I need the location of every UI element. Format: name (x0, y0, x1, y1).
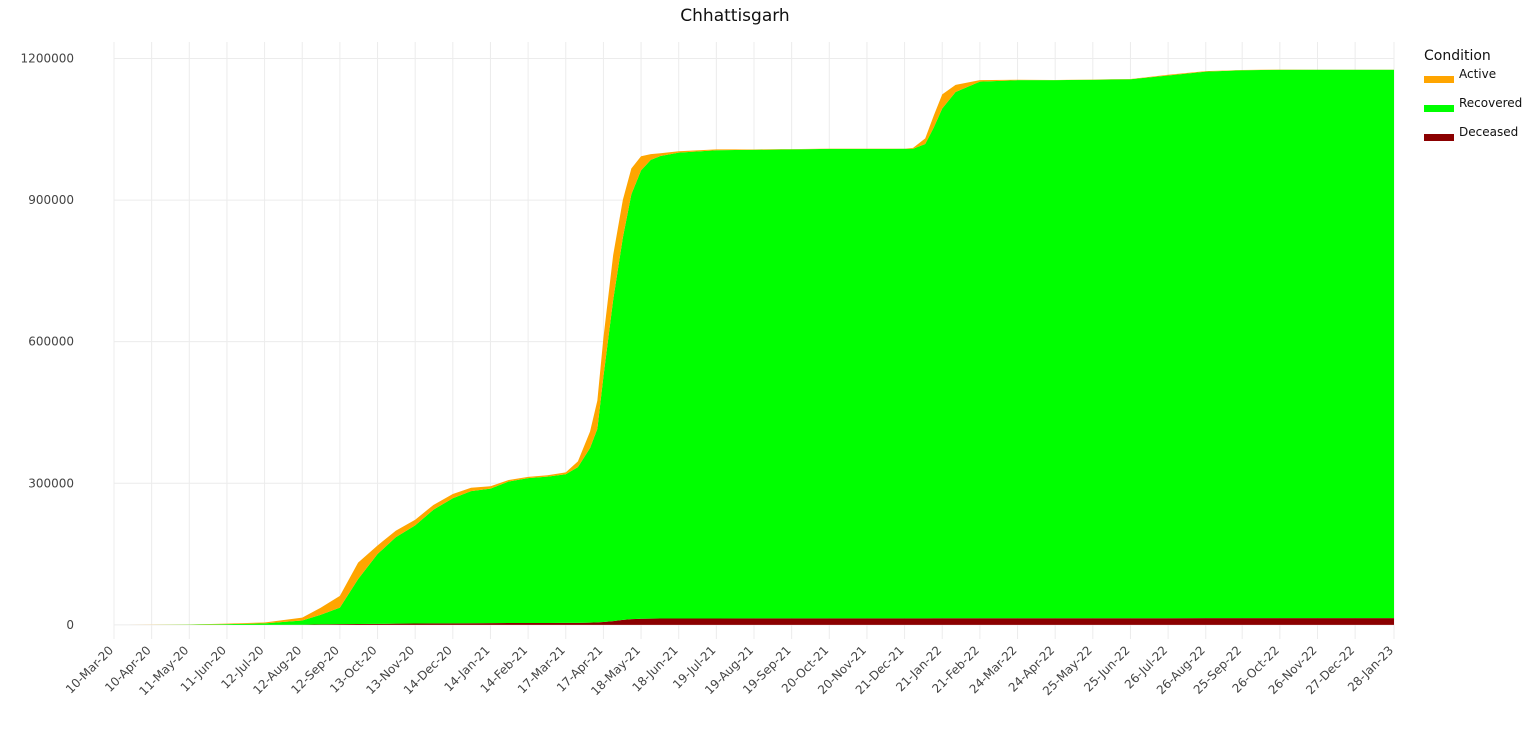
legend-swatch-deceased (1424, 134, 1454, 141)
legend-swatch-recovered (1424, 105, 1454, 112)
area-series (114, 69, 1394, 625)
area-recovered[interactable] (114, 69, 1394, 625)
legend-label-deceased: Deceased (1459, 124, 1519, 139)
legend-title: Condition (1424, 48, 1491, 64)
legend-item-deceased[interactable]: Deceased (1424, 124, 1522, 155)
y-tick-label-2: 600000 (28, 335, 74, 349)
y-tick-label-0: 0 (66, 618, 74, 632)
legend-label-active: Active (1459, 66, 1497, 81)
y-tick-label-3: 900000 (28, 193, 74, 207)
chart-title: Chhattisgarh (680, 6, 790, 26)
x-axis-ticks: 10-Mar-2010-Apr-2011-May-2011-Jun-2012-J… (63, 643, 1396, 698)
legend-item-recovered[interactable]: Recovered (1424, 95, 1523, 126)
area-deceased[interactable] (114, 618, 1394, 625)
legend-label-recovered: Recovered (1459, 95, 1523, 110)
legend-swatch-active (1424, 76, 1454, 83)
y-tick-label-1: 300000 (28, 476, 74, 490)
y-tick-label-4: 1200000 (21, 52, 74, 66)
legend-item-active[interactable]: Active (1424, 66, 1522, 97)
y-axis-ticks: 0 300000 600000 900000 1200000 (21, 52, 74, 632)
legend: Condition Active Recovered Deceased (1424, 48, 1522, 155)
